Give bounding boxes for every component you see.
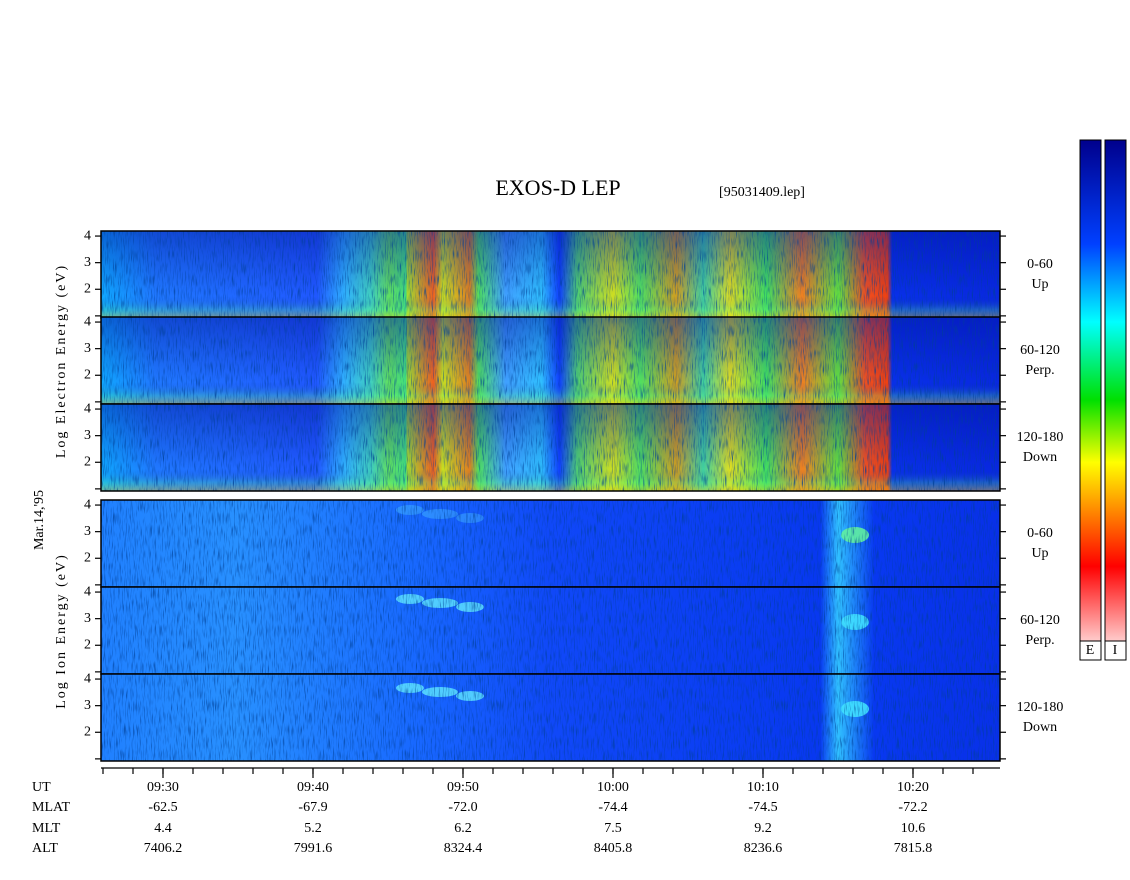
y-tick-label: 4 <box>84 314 91 329</box>
colorbar-box <box>1079 640 1102 661</box>
x-row-name: ALT <box>32 841 58 856</box>
x-row-name: UT <box>32 780 51 795</box>
y-axis-label: Log Ion Energy (eV) <box>54 553 69 709</box>
panel-label: Perp. <box>1025 633 1054 648</box>
colorbar-label: E <box>1086 643 1095 658</box>
panel-label: Down <box>1023 720 1057 735</box>
y-tick-label: 3 <box>84 698 91 713</box>
x-tick-label: 09:50 <box>447 780 479 795</box>
date-label: Mar.14,'95 <box>32 490 47 550</box>
panel-label: Up <box>1031 277 1048 292</box>
panel-noise <box>101 231 1000 318</box>
y-tick-label: 3 <box>84 255 91 270</box>
x-tick-label: 10:20 <box>897 780 929 795</box>
y-tick-label: 4 <box>84 401 91 416</box>
x-row-value: 7991.6 <box>294 841 333 856</box>
x-tick-label: 09:40 <box>297 780 329 795</box>
y-tick-label: 2 <box>84 724 91 739</box>
chart-title: EXOS-D LEP <box>495 175 620 200</box>
panel-noise <box>101 587 1000 674</box>
y-tick-label: 2 <box>84 367 91 382</box>
x-tick-label: 09:30 <box>147 780 179 795</box>
x-row-value: 8236.6 <box>744 841 783 856</box>
x-row-value: 7815.8 <box>894 841 933 856</box>
x-row-value: 7406.2 <box>144 841 183 856</box>
panel-label: Down <box>1023 450 1057 465</box>
x-row-name: MLT <box>32 821 61 836</box>
y-tick-label: 2 <box>84 550 91 565</box>
panel-label: 0-60 <box>1027 257 1053 272</box>
x-row-value: -72.0 <box>448 800 477 815</box>
x-row-value: 10.6 <box>901 821 926 836</box>
y-tick-label: 4 <box>84 228 91 243</box>
panel-label: 60-120 <box>1020 343 1060 358</box>
x-row-value: -62.5 <box>148 800 177 815</box>
colorbars: E I <box>1079 139 1127 661</box>
panel-label: 120-180 <box>1017 430 1064 445</box>
y-tick-label: 3 <box>84 428 91 443</box>
colorbar <box>1104 139 1127 661</box>
colorbar-label: I <box>1113 643 1118 658</box>
panel-noise <box>101 404 1000 491</box>
panel-label: 0-60 <box>1027 526 1053 541</box>
panel-noise <box>101 500 1000 587</box>
y-tick-label: 4 <box>84 671 91 686</box>
panel-noise <box>101 674 1000 761</box>
x-row-name: MLAT <box>32 800 71 815</box>
colorbar-box <box>1104 640 1127 661</box>
y-tick-label: 4 <box>84 584 91 599</box>
panel-frame <box>100 673 1001 762</box>
y-tick-label: 2 <box>84 281 91 296</box>
x-row-value: 9.2 <box>754 821 772 836</box>
x-row-value: -74.5 <box>748 800 777 815</box>
subtitle: [95031409.lep] <box>719 185 805 200</box>
y-tick-label: 4 <box>84 497 91 512</box>
colorbar <box>1079 139 1102 661</box>
x-row-value: -72.2 <box>898 800 927 815</box>
y-tick-label: 2 <box>84 637 91 652</box>
y-axis-label: Log Electron Energy (eV) <box>54 264 69 458</box>
panel-label: 60-120 <box>1020 613 1060 628</box>
y-tick-label: 2 <box>84 454 91 469</box>
y-tick-label: 3 <box>84 341 91 356</box>
x-tick-label: 10:10 <box>747 780 779 795</box>
x-tick-label: 10:00 <box>597 780 629 795</box>
panel-frame <box>100 403 1001 492</box>
y-tick-label: 3 <box>84 524 91 539</box>
x-row-value: 8405.8 <box>594 841 633 856</box>
panel-noise <box>101 317 1000 404</box>
x-row-value: -74.4 <box>598 800 627 815</box>
panel-label: 120-180 <box>1017 700 1064 715</box>
y-tick-label: 3 <box>84 611 91 626</box>
panel-label: Perp. <box>1025 363 1054 378</box>
x-row-value: 5.2 <box>304 821 322 836</box>
x-row-value: 4.4 <box>154 821 172 836</box>
x-row-value: 6.2 <box>454 821 472 836</box>
x-row-value: 7.5 <box>604 821 622 836</box>
x-row-value: -67.9 <box>298 800 327 815</box>
panel-label: Up <box>1031 546 1048 561</box>
x-row-value: 8324.4 <box>444 841 483 856</box>
